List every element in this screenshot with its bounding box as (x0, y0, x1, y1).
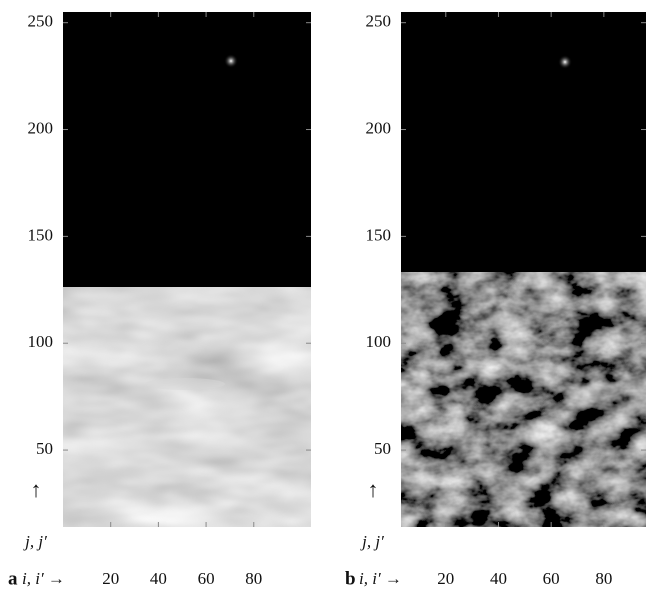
y-axis-label: j, j′ (23, 532, 47, 551)
y-tick-label: 250 (28, 12, 54, 31)
y-tick-label: 100 (366, 332, 392, 351)
highlight (145, 378, 225, 390)
panel-label: b (345, 568, 356, 589)
y-tick-label: 100 (28, 332, 54, 351)
bright-spot (224, 54, 238, 68)
image (63, 287, 311, 527)
y-axis-arrow: ↑ (368, 477, 379, 502)
y-tick-label: 50 (36, 439, 53, 458)
x-tick-label: 60 (543, 569, 560, 588)
x-tick-label: 60 (198, 569, 215, 588)
y-tick-label: 150 (366, 225, 392, 244)
x-tick-label: 40 (150, 569, 167, 588)
y-axis-label: j, j′ (360, 532, 384, 551)
image-masked (63, 12, 311, 287)
y-tick-label: 50 (374, 439, 391, 458)
x-tick-label: 40 (490, 569, 507, 588)
x-axis-label: i, i′ → (22, 569, 65, 588)
x-tick-label: 80 (245, 569, 262, 588)
y-tick-label: 250 (366, 12, 392, 31)
y-tick-label: 150 (28, 225, 54, 244)
panel-a (63, 12, 311, 527)
x-tick-label: 20 (437, 569, 454, 588)
y-axis-arrow: ↑ (31, 477, 42, 502)
panel-b (401, 12, 646, 527)
y-tick-label: 200 (366, 118, 392, 137)
x-tick-label: 80 (595, 569, 612, 588)
image (401, 272, 646, 527)
bright-spot (558, 55, 572, 69)
y-tick-label: 200 (28, 118, 54, 137)
image-masked (401, 12, 646, 272)
panel-label: a (8, 568, 18, 589)
x-axis-label: i, i′ → (359, 569, 402, 588)
x-tick-label: 20 (102, 569, 119, 588)
